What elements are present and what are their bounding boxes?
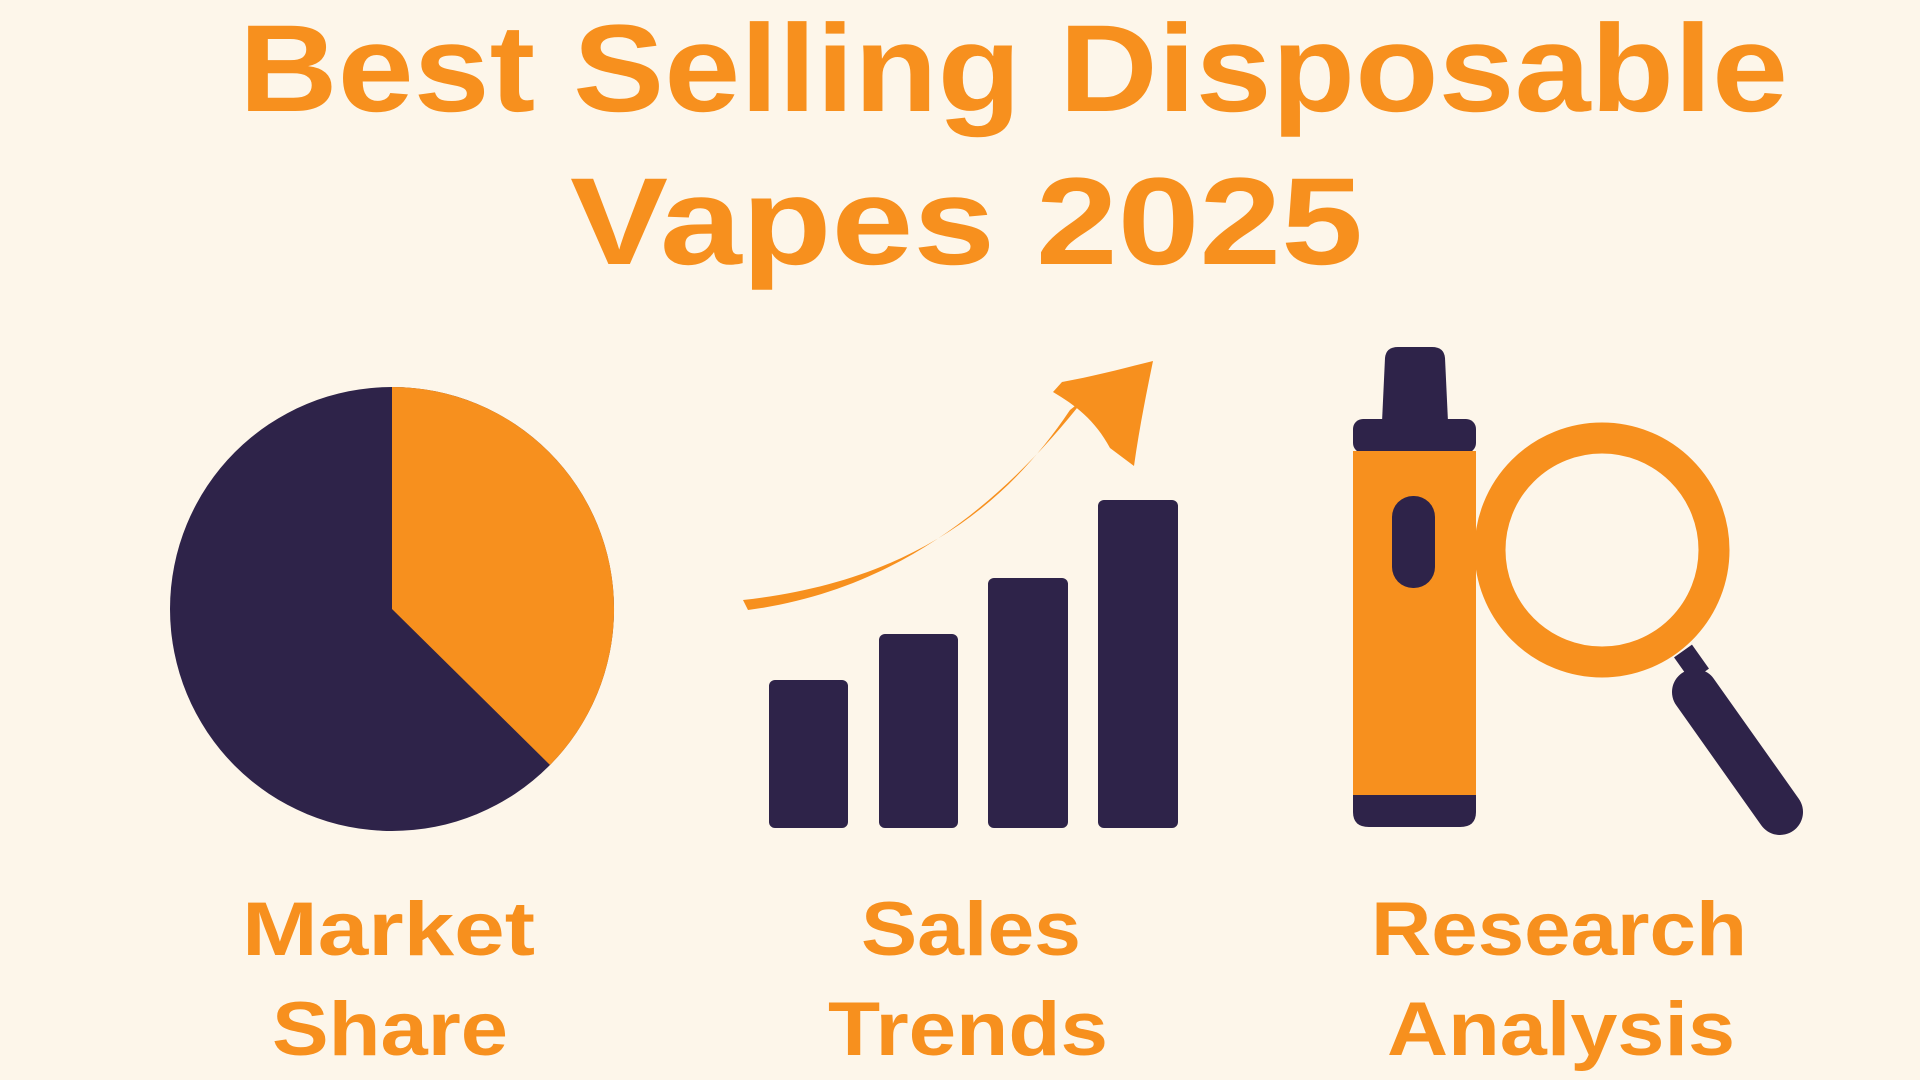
panel-label: Research [1371, 887, 1747, 972]
panel-label: Analysis [1387, 987, 1735, 1072]
vape-cap [1382, 347, 1448, 422]
magnifier-ring [1474, 422, 1730, 678]
pie-slice [392, 387, 615, 765]
magnifier-icon [1474, 422, 1803, 835]
vape-slot [1392, 496, 1435, 588]
panel-label: Trends [828, 987, 1108, 1072]
trend-arrow [743, 361, 1153, 610]
icon-bar [769, 680, 848, 828]
pie-icon [170, 387, 615, 831]
vape-top-band [1353, 419, 1476, 453]
bar-icon [769, 500, 1178, 828]
arrow-head [1053, 361, 1153, 466]
icon-bar [1098, 500, 1178, 828]
icon-bar [988, 578, 1068, 828]
vape-icon [1353, 347, 1476, 827]
panel-label: Market [242, 887, 535, 972]
panel-label: Share [272, 987, 508, 1072]
title-line: Vapes 2025 [570, 153, 1363, 291]
title-line: Best Selling Disposable [239, 0, 1788, 138]
vape-bottom-band [1353, 795, 1476, 827]
icon-bar [879, 634, 958, 828]
magnifier-handle [1672, 669, 1803, 835]
panel-label: Sales [861, 887, 1081, 972]
